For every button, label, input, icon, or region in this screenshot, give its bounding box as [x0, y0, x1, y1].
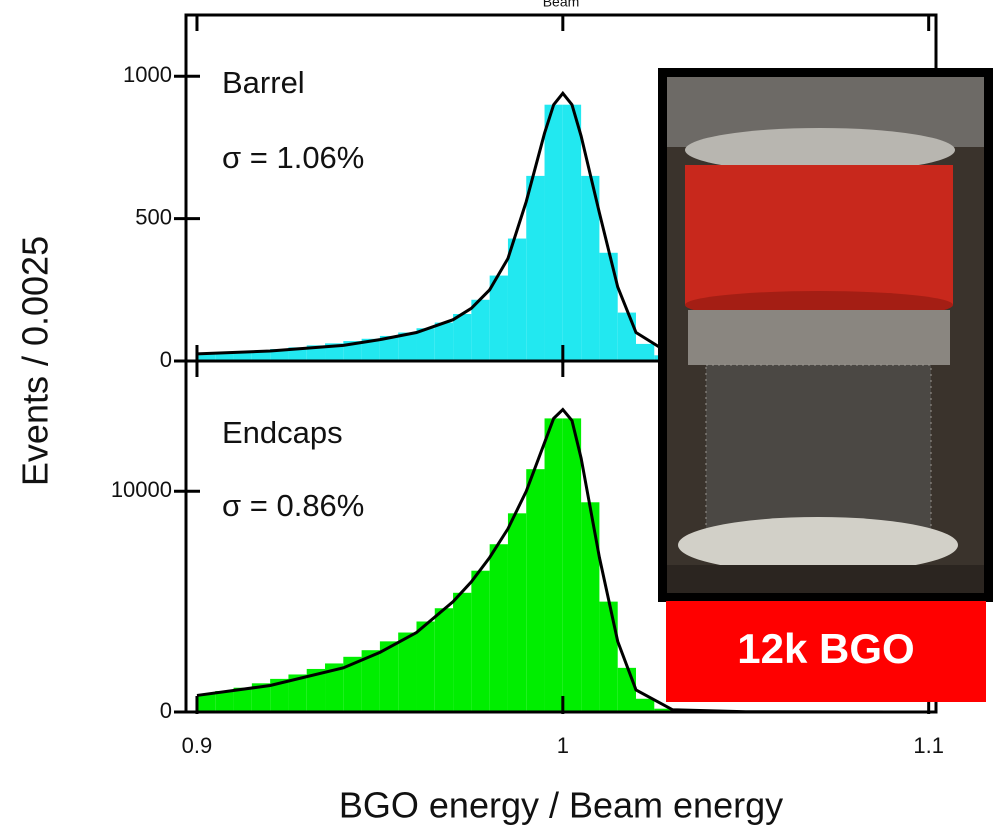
bar [489, 275, 508, 361]
bar [526, 469, 545, 712]
photo-ring [685, 128, 955, 172]
photo-base [678, 517, 958, 573]
photo-red-barrel [685, 165, 953, 305]
bar [471, 299, 490, 361]
bar [654, 708, 673, 712]
bar [544, 104, 563, 361]
bar [581, 502, 600, 712]
bar [507, 238, 527, 361]
x-tick-label: 1 [557, 733, 569, 758]
bar [215, 691, 234, 712]
bar [215, 353, 234, 361]
bar [636, 698, 655, 712]
chart-title: Beam [543, 0, 580, 10]
bar [306, 668, 326, 712]
plot-area [196, 407, 929, 712]
bar [251, 683, 271, 712]
bar [544, 418, 563, 712]
y-tick-label: 10000 [111, 477, 172, 502]
y-axis-label: Events / 0.0025 [15, 236, 56, 486]
bar [434, 608, 454, 712]
bar [379, 641, 399, 712]
bar [270, 349, 289, 361]
bar [617, 667, 636, 712]
bar [325, 663, 344, 712]
annotation: Barrel [222, 65, 305, 100]
fit-curve [196, 407, 929, 712]
y-tick-label: 0 [160, 698, 172, 723]
bar [233, 351, 252, 361]
bar [233, 687, 252, 712]
photo-crystals [706, 365, 931, 535]
detector-photo [658, 68, 993, 602]
bar [507, 513, 527, 712]
bar [636, 343, 655, 361]
bar [453, 592, 472, 712]
bar [599, 252, 618, 361]
y-tick-label: 1000 [123, 62, 172, 87]
label-box [666, 601, 986, 702]
bar [489, 544, 508, 712]
bar [196, 694, 216, 712]
bar [526, 175, 545, 361]
bar [416, 328, 435, 361]
bar [398, 632, 417, 712]
bar [379, 335, 399, 361]
x-tick-label: 0.9 [182, 733, 213, 758]
x-axis-label: BGO energy / Beam energy [339, 785, 783, 826]
bar [288, 674, 307, 712]
fit-curve [196, 90, 929, 361]
bar [562, 418, 582, 712]
photo-electronics [688, 310, 950, 365]
bar [581, 175, 600, 361]
plot-area [196, 90, 929, 361]
bar [361, 650, 380, 712]
bar [434, 322, 454, 361]
bar [453, 314, 472, 361]
photo-label: 12k BGO [737, 625, 914, 672]
x-tick-label: 1.1 [913, 733, 944, 758]
bar [251, 350, 271, 361]
bar [196, 353, 216, 361]
y-tick-label: 0 [160, 347, 172, 372]
bar [599, 601, 618, 712]
bar [361, 338, 380, 361]
bar [471, 570, 490, 712]
annotation: σ = 0.86% [222, 488, 364, 523]
annotation: σ = 1.06% [222, 140, 364, 175]
y-tick-label: 500 [135, 204, 172, 229]
bar [398, 332, 417, 361]
plots: 0 500 1000 Barrel σ = 1.06% Beam Events / 0.00… [15, 0, 944, 826]
bar [270, 678, 289, 712]
annotation: Endcaps [222, 415, 343, 450]
bar [562, 104, 582, 361]
bar [416, 621, 435, 712]
photo-floor [667, 565, 984, 593]
bar [343, 656, 362, 712]
bar [617, 312, 636, 361]
